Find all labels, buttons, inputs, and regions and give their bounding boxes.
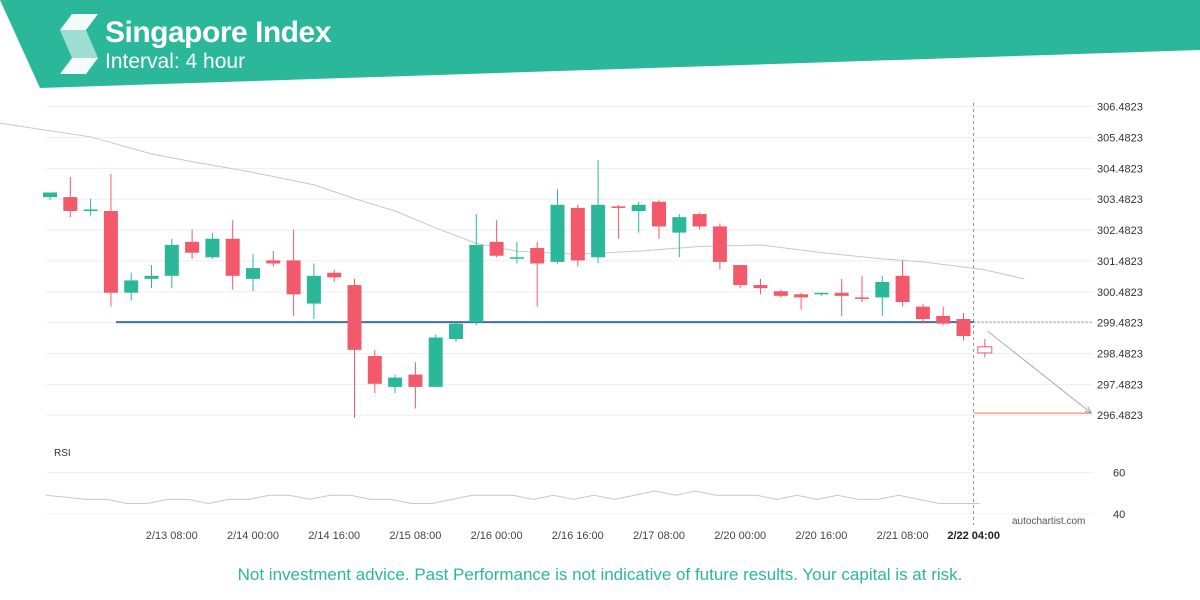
page-title: Singapore Index	[105, 16, 331, 49]
x-tick-label: 2/16 16:00	[552, 530, 604, 542]
price-y-tick-label: 303.4823	[1097, 194, 1143, 206]
x-tick-label: 2/14 16:00	[308, 530, 360, 542]
price-y-tick-label: 301.4823	[1097, 256, 1143, 268]
candle-body	[733, 265, 748, 286]
watermark: autochartist.com	[1012, 516, 1086, 527]
candle-body	[185, 241, 200, 253]
price-y-tick-label: 299.4823	[1097, 318, 1143, 330]
brand-logo-icon	[60, 14, 98, 74]
candle-body	[956, 319, 971, 336]
x-tick-label: 2/20 00:00	[714, 530, 766, 542]
rsi-y-tick-label: 40	[1113, 509, 1125, 521]
price-y-tick-label: 297.4823	[1097, 379, 1143, 391]
candle-body	[631, 204, 646, 211]
candle-body	[43, 192, 57, 198]
x-tick-label: 2/17 08:00	[633, 530, 685, 542]
candle-body	[915, 306, 930, 319]
candle-body	[286, 260, 301, 295]
moving-average-line	[0, 122, 1025, 280]
x-tick-label: 2/14 00:00	[227, 530, 279, 542]
price-y-tick-label: 302.4823	[1097, 225, 1143, 237]
candle-body	[347, 285, 362, 350]
x-tick-label: 2/16 00:00	[471, 530, 523, 542]
candle-body	[936, 315, 951, 324]
candle-body	[449, 323, 463, 340]
candle-body	[63, 197, 78, 211]
candle-body	[164, 244, 179, 276]
rsi-title: RSI	[54, 448, 71, 459]
interval-label: Interval: 4 hour	[105, 50, 246, 73]
candle-body	[83, 209, 98, 211]
candle-body	[489, 241, 504, 256]
candle-body	[124, 280, 139, 293]
candle-body	[388, 377, 403, 387]
candle-body	[875, 281, 890, 298]
candle-body	[611, 206, 626, 208]
x-tick-label: 2/13 08:00	[146, 530, 198, 542]
price-y-tick-label: 304.4823	[1097, 163, 1143, 175]
forecast-candle-body	[977, 346, 993, 354]
projection-arrow-line	[987, 330, 1092, 414]
candle-body	[652, 201, 666, 227]
candle-body	[895, 275, 910, 303]
candle-body	[266, 260, 281, 264]
candle-body	[469, 244, 484, 323]
candle-body	[712, 226, 727, 262]
candle-body	[428, 337, 443, 387]
rsi-line	[45, 490, 980, 504]
candle-body	[306, 275, 321, 304]
candle-body	[672, 217, 687, 233]
price-y-tick-label: 306.4823	[1097, 102, 1143, 114]
rsi-y-tick-label: 60	[1113, 467, 1125, 479]
candle-body	[205, 238, 220, 258]
candle-body	[570, 207, 585, 261]
candle-body	[367, 356, 382, 384]
candle-body	[834, 292, 849, 296]
x-tick-label: 2/20 16:00	[795, 530, 847, 542]
candle-body	[550, 204, 565, 262]
disclaimer: Not investment advice. Past Performance …	[237, 565, 963, 584]
candle-body	[591, 204, 606, 258]
candle-body	[509, 257, 524, 259]
candle-body	[144, 275, 159, 279]
candle-body	[855, 297, 869, 299]
candle-body	[753, 285, 768, 289]
candle-body	[225, 238, 240, 276]
candle-body	[692, 214, 707, 227]
candle-body	[814, 292, 829, 295]
candle-body	[773, 291, 788, 296]
price-y-tick-label: 298.4823	[1097, 348, 1143, 360]
x-tick-label: 2/15 08:00	[389, 530, 441, 542]
candle-body	[794, 294, 809, 298]
candle-body	[246, 268, 260, 279]
price-y-tick-label: 300.4823	[1097, 287, 1143, 299]
candle-body	[530, 248, 545, 264]
candle-body	[327, 272, 342, 278]
price-y-tick-label: 305.4823	[1097, 132, 1143, 144]
candle-body	[103, 211, 118, 293]
x-tick-label: 2/22 04:00	[947, 530, 1000, 542]
x-tick-label: 2/21 08:00	[877, 530, 929, 542]
candle-body	[408, 374, 423, 387]
price-y-tick-label: 296.4823	[1097, 410, 1143, 422]
